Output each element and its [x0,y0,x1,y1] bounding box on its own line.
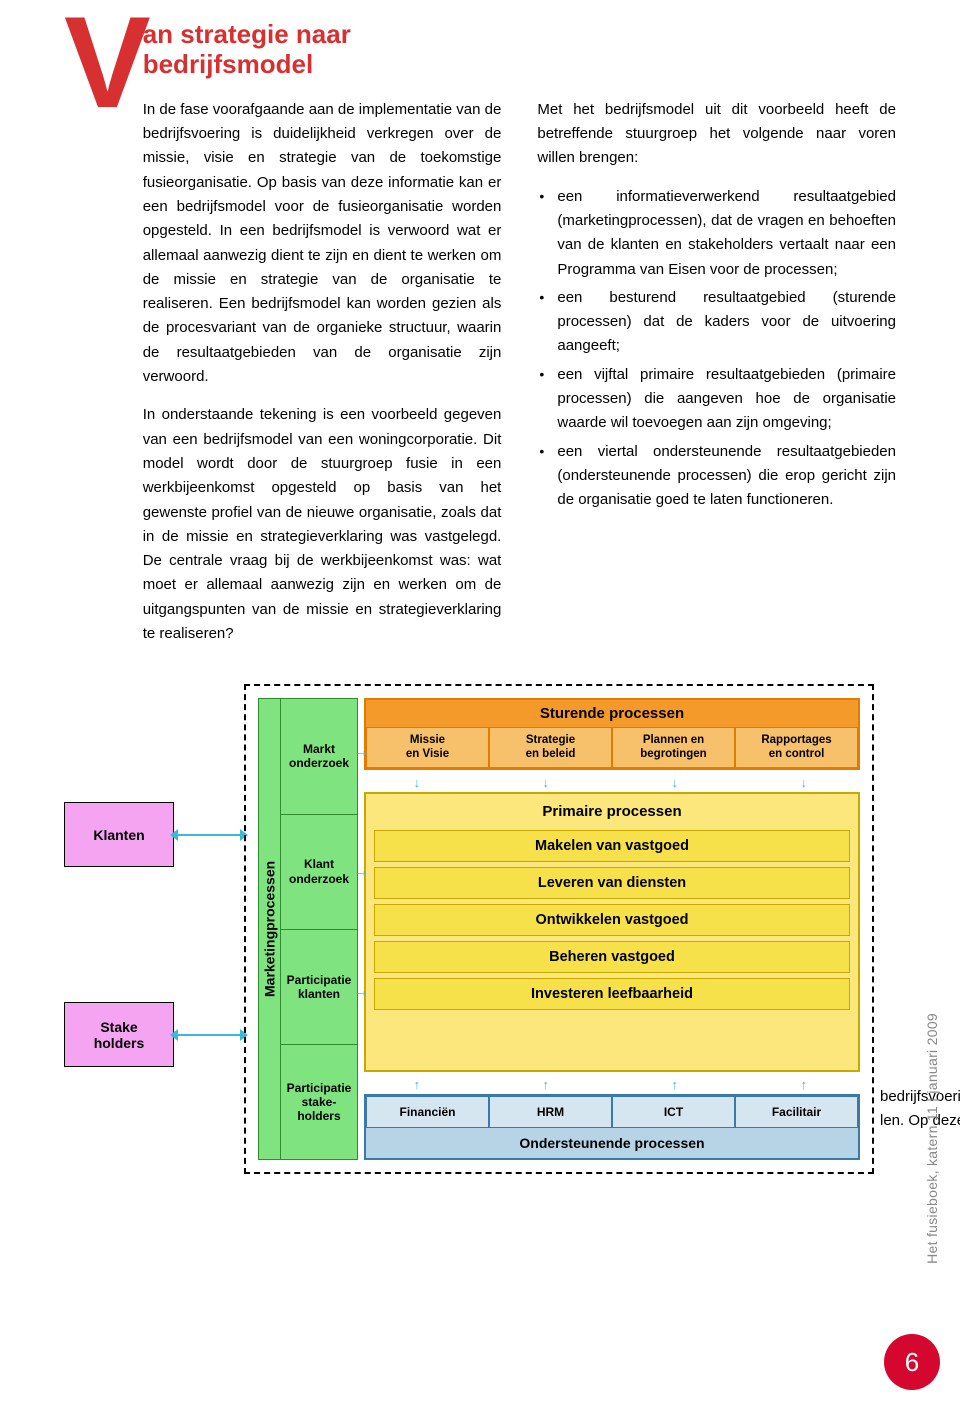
right-column: Met het bedrijfsmodel uit dit voorbeeld … [537,98,896,661]
arrow-klanten [176,834,242,836]
stray-text-1: bedrijfsvoering [880,1088,960,1105]
primaire-item: Beheren vastgoed [374,941,850,973]
left-column: In de fase voorafgaande aan de implement… [143,98,502,661]
ext-klanten-label: Klanten [93,827,144,843]
sturende-cell: Strategie en beleid [489,727,612,767]
onderst-row: Financiën HRM ICT Facilitair [366,1096,858,1128]
onderst-cell: Financiën [366,1096,489,1128]
two-column-body: In de fase voorafgaande aan de implement… [143,98,896,661]
sturende-block: Sturende processen Missie en Visie Strat… [364,698,860,769]
arrow-up-icon: ↑ [543,1078,550,1091]
onderst-header: Ondersteunende processen [366,1128,858,1158]
arrow-up-icon: ↑ [414,1078,421,1091]
arrow-stakeholders [176,1034,242,1036]
bedrijfsmodel-diagram: Klanten Stake holders Marketingprocessen… [64,684,896,1184]
onderst-cell: Facilitair [735,1096,858,1128]
marketing-cell: Klant onderzoek [281,815,357,930]
ext-stakeholders: Stake holders [64,1002,174,1067]
bullet-item: een viertal ondersteunende resultaat­geb… [537,440,896,513]
marketing-cell: Participatie klanten [281,930,357,1045]
left-para-1: In de fase voorafgaande aan de implement… [143,98,502,390]
process-stack: Sturende processen Missie en Visie Strat… [364,698,860,1160]
ext-stakeholders-label: Stake holders [94,1019,145,1051]
page-title: an strategie naar bedrijfsmodel [64,16,896,80]
primaire-header: Primaire processen [374,800,850,825]
marketing-stack: Markt onderzoek Klant onderzoek Particip… [281,699,357,1159]
onderst-cell: HRM [489,1096,612,1128]
title-line-1: an strategie naar [143,19,351,49]
ext-klanten: Klanten [64,802,174,867]
dropcap: V [64,10,151,114]
stray-text-2: len. Op deze [880,1112,960,1129]
primaire-item: Leveren van diensten [374,867,850,899]
marketing-column: Marketingprocessen Markt onderzoek Klant… [258,698,358,1160]
arrows-down-sturende: ↓ ↓ ↓ ↓ [364,776,860,786]
arrow-down-icon: ↓ [672,776,679,789]
ondersteunende-block: Financiën HRM ICT Facilitair Ondersteune… [364,1094,860,1160]
bullet-item: een informatieverwerkend resultaatgebied… [537,185,896,282]
right-bullet-list: een informatieverwerkend resultaatgebied… [537,185,896,513]
sturende-cell: Rapportages en control [735,727,858,767]
sturende-header: Sturende processen [366,700,858,727]
page-number-badge: 6 [884,1334,940,1390]
arrow-right-icon: → [353,744,369,760]
title-line-2: bedrijfsmodel [143,49,313,79]
arrow-right-icon: → [353,984,369,1000]
sturende-cell: Missie en Visie [366,727,489,767]
primaire-item: Ontwikkelen vastgoed [374,904,850,936]
arrows-up-onderst: ↑ ↑ ↑ ↑ [364,1078,860,1088]
marketing-cell: Participatie stake- holders [281,1045,357,1159]
arrow-up-icon: ↑ [672,1078,679,1091]
arrow-down-icon: ↓ [414,776,421,789]
right-intro: Met het bedrijfsmodel uit dit voorbeeld … [537,98,896,171]
sturende-row: Missie en Visie Strategie en beleid Plan… [366,727,858,767]
primaire-item: Investeren leefbaarheid [374,978,850,1010]
arrow-down-icon: ↓ [800,776,807,789]
primaire-item: Makelen van vastgoed [374,830,850,862]
sturende-cell: Plannen en begrotingen [612,727,735,767]
arrow-down-icon: ↓ [543,776,550,789]
left-para-2: In onderstaande tekening is een voorbeel… [143,403,502,646]
primaire-block: Primaire processen Makelen van vastgoed … [364,792,860,1073]
dashed-frame: Marketingprocessen Markt onderzoek Klant… [244,684,874,1174]
arrow-right-icon: → [353,864,369,880]
bullet-item: een besturend resultaatgebied (sturende … [537,286,896,359]
side-publication-label: Het fusieboek, katern 11 | januari 2009 [924,1013,940,1264]
arrow-up-icon: ↑ [800,1078,807,1091]
marketing-vertical-label: Marketingprocessen [259,699,281,1159]
onderst-cell: ICT [612,1096,735,1128]
marketing-cell: Markt onderzoek [281,699,357,814]
bullet-item: een vijftal primaire resultaatgebieden (… [537,363,896,436]
